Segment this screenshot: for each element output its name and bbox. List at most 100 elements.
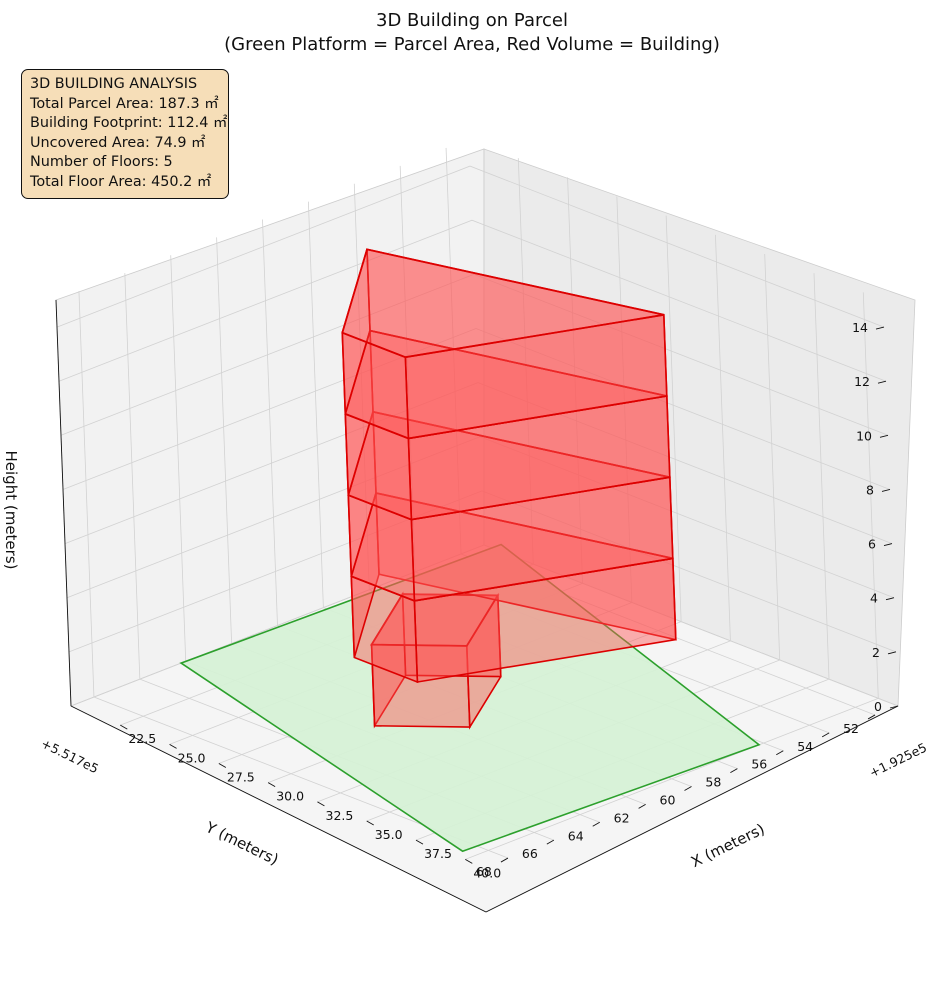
tick-labels: 22.5 25.0 27.5 30.0 32.5 35.0 37.5 40.0 52 54 56 58…: [120, 320, 899, 880]
x-tick-label: 30.0: [276, 789, 304, 804]
z-tick-label: 8: [866, 482, 874, 497]
wall-gridline: [813, 273, 830, 680]
building-top: [341, 248, 664, 359]
wall-gridline: [616, 196, 633, 603]
z-gridline: [60, 273, 889, 436]
y-tick-mark: [821, 732, 830, 738]
y-tick-mark: [546, 839, 555, 845]
wall-gridline: [399, 165, 416, 572]
y-tick-mark: [867, 714, 876, 720]
parcel-polygon: [179, 543, 761, 853]
z-tick-mark: [883, 543, 893, 547]
x-tick-label: 32.5: [326, 808, 354, 823]
info-line: 3D BUILDING ANALYSIS: [30, 76, 198, 92]
chart-title: 3D Building on Parcel: [376, 10, 568, 31]
info-line: Number of Floors: 5: [30, 154, 173, 170]
y-tick-label: 60: [660, 793, 676, 808]
z-tick-mark: [885, 597, 895, 601]
info-line: Total Floor Area: 450.2 ㎡: [30, 173, 212, 190]
z-tick-label: 14: [852, 320, 868, 335]
wall-gridline: [78, 291, 95, 698]
z-tick-mark: [877, 380, 887, 384]
x-tick-mark: [317, 801, 325, 807]
y-tick-mark: [684, 786, 692, 791]
wall-gridline: [124, 273, 141, 680]
x-tick-label: 35.0: [375, 827, 403, 842]
wall-gridline: [665, 215, 682, 622]
building-floor-4: [344, 329, 671, 521]
y-axis-line: [70, 705, 487, 913]
building-top: [370, 593, 500, 647]
wall-gridline: [216, 237, 233, 644]
x-axis-line: [485, 705, 899, 913]
x-tick-mark: [218, 763, 227, 768]
x-tick-mark: [169, 743, 177, 749]
z-tick-label: 10: [856, 428, 872, 443]
y-tick-label: 66: [522, 846, 538, 861]
z-tick-label: 6: [868, 537, 876, 552]
wall-gridline: [517, 158, 534, 565]
z-tick-mark: [887, 651, 897, 655]
x-tick-mark: [267, 782, 276, 788]
y-offset-label: +5.517e5: [39, 736, 101, 777]
wall-gridline: [170, 255, 187, 662]
x-tick-label: 37.5: [424, 846, 452, 861]
wall-gridline: [764, 253, 781, 661]
y-tick-mark: [500, 857, 509, 863]
building-floor-5: [341, 248, 668, 440]
info-line: Total Parcel Area: 187.3 ㎡: [30, 95, 219, 112]
parcel-platform: [179, 543, 761, 853]
x-tick-mark: [366, 820, 374, 826]
x-axis-label: X (meters): [688, 820, 768, 871]
wall-gridline: [567, 177, 583, 584]
y-tick-mark: [638, 803, 646, 809]
z-tick-mark: [889, 705, 899, 709]
x-tick-mark: [465, 858, 473, 864]
z-tick-label: 2: [872, 645, 880, 660]
building-volume: [341, 248, 677, 730]
info-line: Building Footprint: 112.4 ㎡: [30, 115, 228, 131]
building-floor-2: [350, 491, 677, 684]
wall-gridline: [445, 147, 462, 554]
x-tick-label: 27.5: [227, 770, 255, 785]
x-tick-label: 25.0: [178, 750, 206, 765]
z-gridline: [62, 328, 891, 490]
x-offset-label: +1.925e5: [867, 740, 929, 781]
z-tick-label: 0: [874, 699, 882, 714]
z-tick-label: 4: [870, 591, 878, 606]
z-gridline: [66, 436, 895, 599]
x-tick-mark: [120, 724, 128, 730]
y-tick-mark: [776, 750, 784, 756]
z-axis-line: [55, 299, 72, 707]
y-tick-label: 62: [614, 810, 630, 825]
z-axis-label: Height (meters): [2, 451, 20, 570]
z-tick-label: 12: [854, 374, 870, 389]
y-axis-label: Y (meters): [202, 818, 281, 869]
wall-gridline: [307, 201, 324, 608]
wall-gridline: [715, 234, 731, 641]
info-line: Uncovered Area: 74.9 ㎡: [30, 134, 206, 151]
y-tick-label: 54: [797, 739, 813, 754]
wall-gridline: [262, 219, 278, 626]
y-tick-label: 68: [476, 864, 492, 879]
z-gridline: [68, 490, 897, 653]
building-floor-1: [370, 591, 502, 730]
y-tick-mark: [730, 768, 738, 774]
y-tick-label: 56: [751, 757, 767, 772]
x-tick-label: 40.0: [473, 865, 501, 880]
building-analysis-box: 3D BUILDING ANALYSIS Total Parcel Area: …: [21, 69, 229, 199]
x-tick-label: 22.5: [128, 731, 156, 746]
z-tick-mark: [881, 489, 891, 492]
z-gridline: [58, 219, 887, 382]
z-gridline: [56, 165, 885, 328]
z-tick-mark: [875, 326, 885, 330]
y-tick-label: 58: [705, 775, 721, 790]
y-tick-mark: [592, 821, 600, 827]
z-tick-mark: [879, 434, 889, 438]
wall-gridline: [862, 292, 879, 699]
z-gridline: [64, 382, 893, 544]
chart-subtitle: (Green Platform = Parcel Area, Red Volum…: [224, 34, 720, 55]
y-tick-label: 52: [843, 721, 859, 736]
x-tick-mark: [415, 839, 424, 845]
